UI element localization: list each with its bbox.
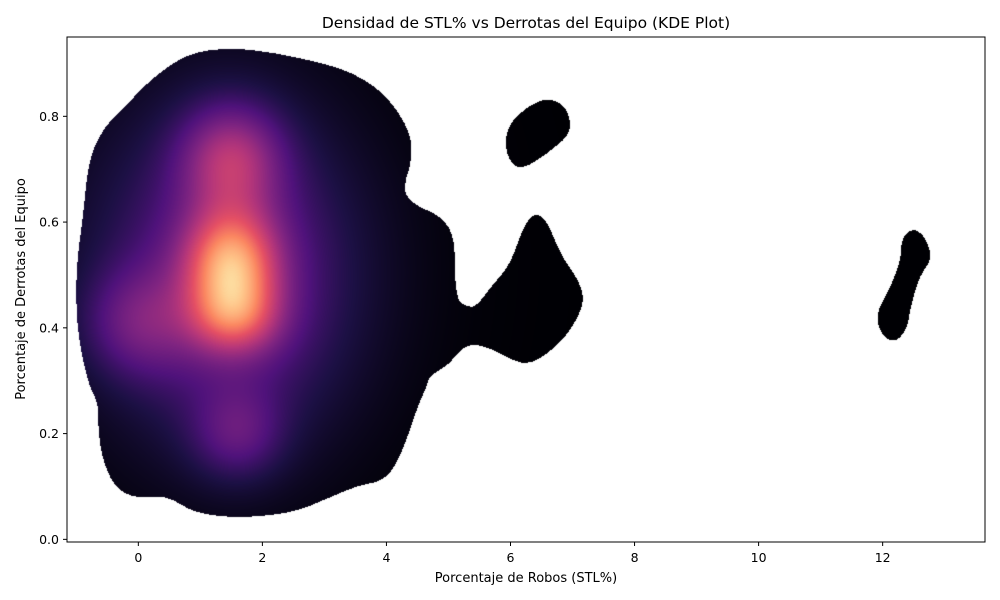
x-axis-ticks: 0 2 4 6 8 10 12 <box>134 542 891 565</box>
x-tick-label: 4 <box>382 550 390 565</box>
x-axis-label: Porcentaje de Robos (STL%) <box>435 571 617 586</box>
y-tick-label: 0.0 <box>39 532 59 547</box>
x-tick-label: 8 <box>631 550 639 565</box>
y-axis-ticks: 0.0 0.2 0.4 0.6 0.8 <box>39 109 67 547</box>
x-tick-label: 2 <box>258 550 266 565</box>
plot-frame <box>66 36 986 543</box>
density-layer <box>67 37 985 542</box>
x-tick-label: 10 <box>751 550 767 565</box>
chart-title: Densidad de STL% vs Derrotas del Equipo … <box>322 14 730 32</box>
x-tick-label: 12 <box>875 550 891 565</box>
y-tick-label: 0.2 <box>39 426 59 441</box>
y-tick-label: 0.4 <box>39 320 59 335</box>
y-tick-label: 0.6 <box>39 215 59 230</box>
density-heatmap <box>67 37 985 542</box>
y-tick-label: 0.8 <box>39 109 59 124</box>
x-tick-label: 6 <box>507 550 515 565</box>
x-tick-label: 0 <box>134 550 142 565</box>
y-axis-label: Porcentaje de Derrotas del Equipo <box>14 178 29 400</box>
